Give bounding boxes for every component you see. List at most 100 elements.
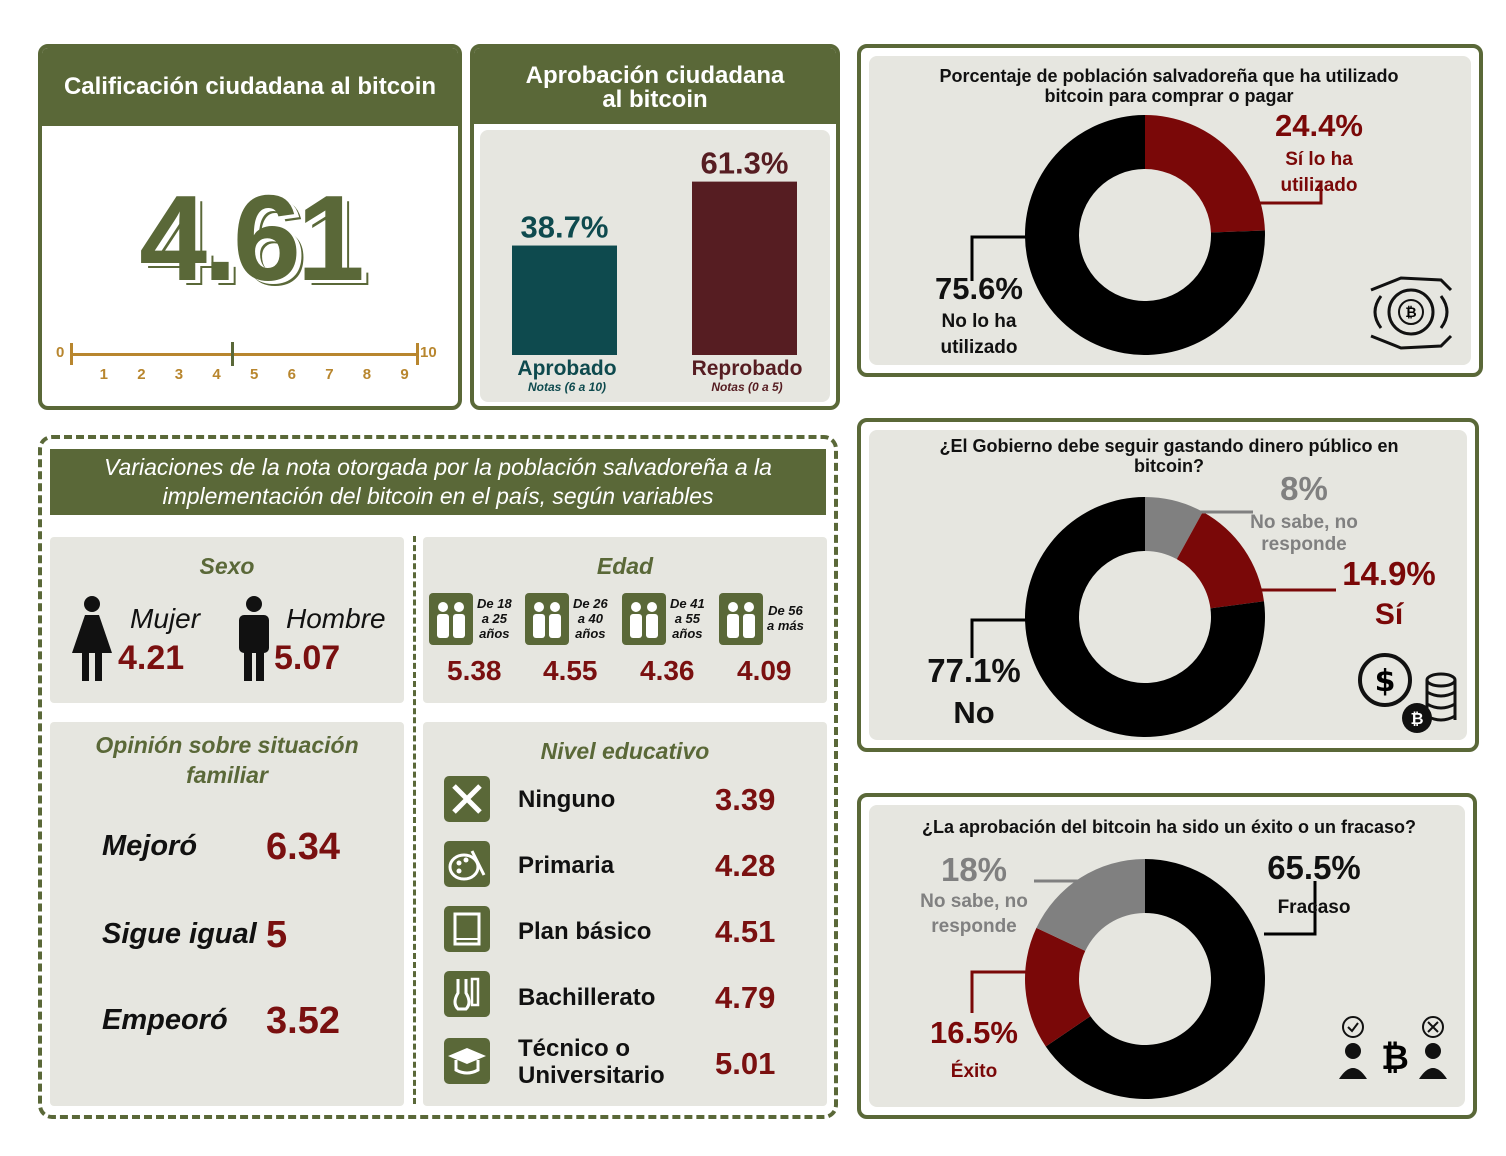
slice-yes-used (1145, 115, 1265, 233)
age-group-label-line: De 18 (477, 596, 512, 611)
family-panel: Opinión sobre situación familiar Mejoró … (50, 722, 404, 1106)
education-value: 3.39 (715, 782, 776, 817)
education-value: 4.28 (715, 848, 776, 883)
family-label: Mejoró (102, 830, 198, 862)
palette-icon (444, 841, 490, 887)
spending-yes-value: 14.9% (1342, 555, 1436, 592)
success-succ-value: 16.5% (930, 1015, 1018, 1050)
rating-value: 4.61 (139, 170, 364, 306)
family-label: Empeoró (102, 1004, 228, 1036)
slice-dont-know (1036, 859, 1145, 951)
rating-scale-marker (231, 342, 234, 366)
scale-tick: 7 (325, 366, 334, 383)
failed-label: Reprobado (691, 357, 803, 380)
usage-title: Porcentaje de población salvadoreña que … (939, 66, 1399, 106)
scale-tick: 10 (420, 344, 437, 361)
success-fail-label: Fracaso (1277, 897, 1351, 918)
center-divider (413, 536, 416, 1104)
age-group-label-line: años (479, 626, 510, 641)
scale-tick: 8 (362, 366, 372, 383)
variations-title-2: implementación del bitcoin en el país, s… (162, 483, 714, 509)
usage-no-label-2: utilizado (940, 337, 1018, 358)
success-title: ¿La aprobación del bitcoin ha sido un éx… (921, 817, 1417, 837)
education-title: Nivel educativo (540, 738, 710, 764)
age-group-label: De 26 a 40 años (573, 596, 608, 641)
leader-success (970, 970, 1032, 1013)
age-group-label-line: De 41 (670, 596, 705, 611)
bar-value-label: 61.3% (701, 146, 789, 181)
scale-tick: 2 (137, 366, 146, 383)
family-title-1: Opinión sobre situación (95, 732, 359, 758)
education-label: Primaria (518, 852, 615, 879)
spending-ns-value: 8% (1280, 470, 1328, 507)
spending-ns-label-2: responde (1261, 534, 1347, 555)
scale-tick: 9 (400, 366, 409, 383)
age-group-icon (429, 593, 473, 645)
usage-yes-label-2: utilizado (1280, 175, 1358, 196)
success-fail-value: 65.5% (1267, 849, 1361, 886)
success-ns-label-1: No sabe, no (920, 891, 1028, 912)
usage-card: Porcentaje de población salvadoreña que … (857, 44, 1483, 377)
family-value: 3.52 (266, 1000, 340, 1042)
none-icon (444, 776, 490, 822)
leader-no (970, 235, 1028, 281)
approved-label: Aprobado (517, 357, 617, 380)
age-group-label-line: a 55 (674, 611, 700, 626)
success-ns-value: 18% (940, 851, 1008, 888)
leader-yes (1255, 181, 1323, 205)
slice-success (1025, 927, 1091, 1047)
variations-card (38, 435, 838, 1119)
spending-title: ¿El Gobierno debe seguir gastando dinero… (939, 436, 1399, 476)
success-succ-label: Éxito (950, 1061, 998, 1082)
scale-tick: 4 (212, 366, 221, 383)
approved-note: Notas (6 a 10) (527, 380, 607, 394)
success-ns-label-2: responde (931, 916, 1017, 937)
slice-dont-know (1145, 497, 1203, 560)
age-group-label: De 56 a más (767, 603, 804, 633)
rating-scale-end (416, 343, 419, 365)
scale-tick: 3 (174, 366, 184, 383)
male-value: 5.07 (274, 639, 341, 677)
spending-card: ¿El Gobierno debe seguir gastando dinero… (857, 418, 1479, 752)
svg-text:₿: ₿ (1410, 709, 1423, 728)
education-value: 4.79 (715, 980, 776, 1015)
usage-yes-label-1: Sí lo ha (1285, 149, 1353, 170)
male-label: Hombre (286, 603, 386, 634)
education-label: Ninguno (518, 786, 616, 813)
usage-no-label-1: No lo ha (941, 311, 1017, 332)
family-row: Empeoró (102, 1004, 228, 1037)
bar-value-label: 38.7% (521, 210, 609, 245)
sex-panel: Sexo Mujer 4.21 Hombre 5.07 (50, 537, 404, 703)
usage-panel: Porcentaje de población salvadoreña que … (869, 56, 1471, 365)
age-group-label-line: a más (767, 618, 804, 633)
age-panel: Edad De 18 a 25 años 5.38 De 26 a 40 años 4.55 D… (423, 537, 827, 703)
family-title-2: familiar (186, 762, 268, 788)
rating-scale-start (70, 343, 73, 365)
age-group-label: De 41 a 55 años (670, 596, 705, 641)
scale-tick: 1 (99, 366, 108, 383)
flask-icon (444, 971, 490, 1017)
spending-yes-label: Sí (1374, 598, 1404, 631)
spending-no-label: No (953, 695, 995, 730)
approval-panel: 38.7% 61.3% Aprobado Notas (6 a 10) Repro… (480, 130, 830, 402)
age-group-label-line: De 56 (768, 603, 803, 618)
scale-tick: 0 (56, 344, 65, 361)
slice-not-used (1025, 115, 1265, 355)
rating-card: Calificación ciudadana al bitcoin 4.61 0… (38, 44, 462, 410)
age-group-value: 4.55 (543, 655, 598, 686)
education-label-2: Universitario (518, 1062, 665, 1089)
male-icon (239, 596, 269, 681)
female-value: 4.21 (118, 639, 185, 677)
approval-card: Aprobación ciudadana al bitcoin 38.7% 61.… (470, 44, 840, 410)
age-group-icon (525, 593, 569, 645)
usage-yes-value: 24.4% (1275, 108, 1363, 143)
failed-note: Notas (0 a 5) (711, 380, 783, 394)
age-group-label: De 18 a 25 años (477, 596, 512, 641)
education-value: 4.51 (715, 914, 776, 949)
female-label: Mujer (130, 603, 201, 634)
approval-bar-chart: 38.7% 61.3% (512, 146, 797, 355)
dollar-coins-icon: $ ₿ (1358, 653, 1457, 733)
bar-approved (512, 245, 617, 355)
svg-text:$: $ (1375, 664, 1396, 699)
usage-no-value: 75.6% (935, 271, 1023, 306)
